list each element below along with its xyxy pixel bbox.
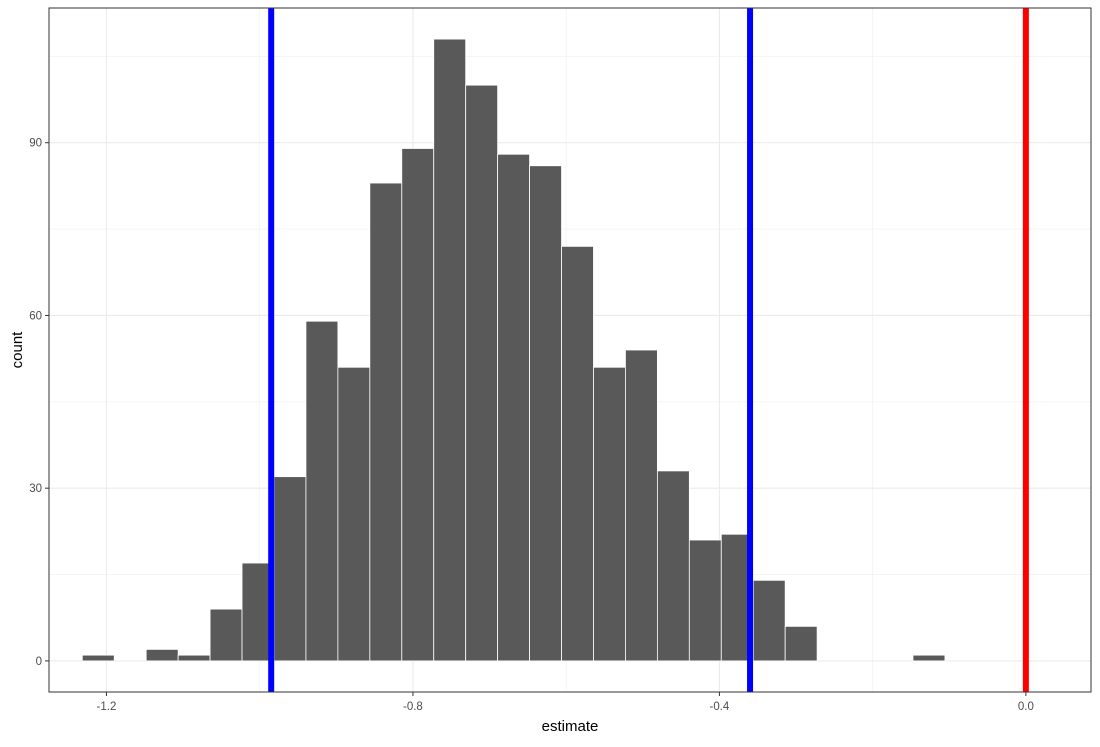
- histogram-bar: [912, 654, 946, 662]
- y-tick-label: 60: [29, 310, 42, 322]
- panel-border: [48, 7, 1092, 693]
- x-tick-label: -0.4: [709, 701, 729, 713]
- histogram-bar: [273, 476, 307, 662]
- histogram-bar: [497, 153, 530, 662]
- histogram-bar: [337, 366, 371, 662]
- histogram-bar: [145, 648, 179, 662]
- y-tick-label: 30: [29, 483, 42, 495]
- histogram-bar: [177, 654, 211, 662]
- y-axis: 0 30 60 90: [29, 138, 49, 668]
- histogram-bar: [433, 38, 467, 662]
- histogram-bar: [81, 654, 115, 662]
- histogram-bar: [401, 148, 435, 662]
- histogram-bar: [465, 84, 499, 662]
- y-axis-title: count: [9, 331, 26, 369]
- histogram-bar: [529, 165, 562, 662]
- histogram-bar: [369, 182, 403, 662]
- histogram-bar: [656, 470, 690, 662]
- histogram-bar: [688, 539, 722, 662]
- histogram-bar: [209, 608, 243, 662]
- histogram-bar: [752, 579, 786, 662]
- histogram-bar: [784, 625, 818, 662]
- x-axis-title: estimate: [542, 718, 599, 735]
- y-tick-label: 90: [29, 138, 42, 150]
- x-tick-label: -0.8: [403, 701, 423, 713]
- histogram-bars: [81, 38, 946, 662]
- histogram-bar: [625, 349, 658, 662]
- histogram-bar: [593, 366, 626, 662]
- histogram-bar: [305, 320, 339, 662]
- x-tick-label: 0.0: [1018, 701, 1034, 713]
- x-tick-label: -1.2: [97, 701, 117, 713]
- x-axis: -1.2 -0.8 -0.4 0.0: [97, 692, 1034, 713]
- histogram-bar: [561, 245, 594, 662]
- y-tick-label: 0: [36, 656, 42, 668]
- reference-lines: [268, 8, 1029, 692]
